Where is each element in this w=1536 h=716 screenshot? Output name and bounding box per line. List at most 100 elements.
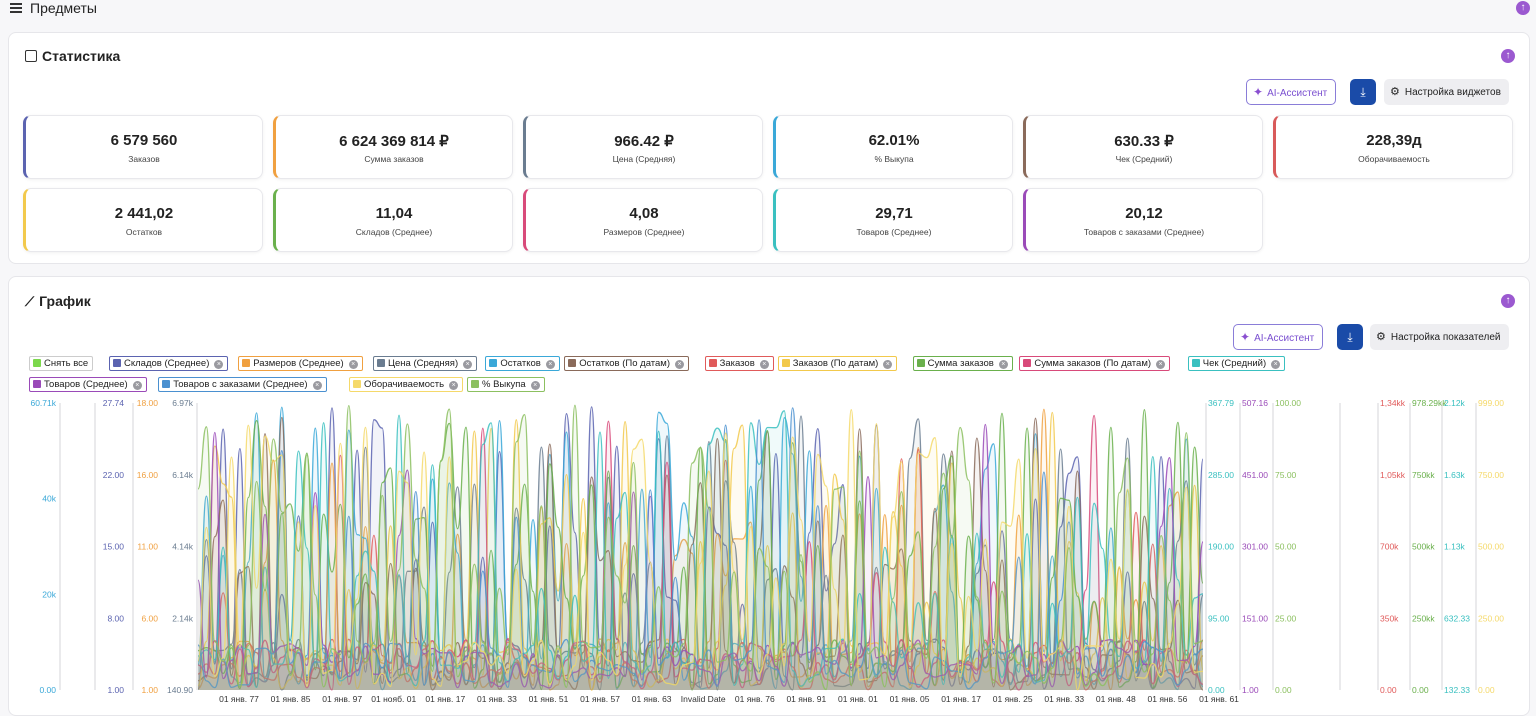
series-area	[198, 407, 1203, 690]
kpi-value: 228,39д	[1366, 132, 1422, 149]
axis-tick-label: 6.00	[141, 613, 158, 623]
legend-chip[interactable]: Складов (Среднее) ×	[109, 356, 229, 371]
axis-tick-label: 0.00	[1478, 685, 1495, 695]
legend-chip[interactable]: Сумма заказов ×	[912, 356, 1013, 371]
kpi-label: Сумма заказов	[364, 154, 424, 164]
series-area	[198, 424, 1203, 690]
remove-icon[interactable]: ×	[214, 360, 224, 369]
axis-tick-label: 451.00	[1242, 470, 1268, 480]
stats-ai-button[interactable]: ✦ AI-Ассистент	[1246, 79, 1337, 105]
legend-label: Сумма заказов (По датам)	[1034, 358, 1152, 369]
axis-tick-label: 11.00	[137, 542, 158, 552]
legend-label: Чек (Средний)	[1202, 358, 1267, 369]
legend-chip[interactable]: % Выкупа ×	[467, 377, 545, 392]
chart-collapse-icon[interactable]: ↑	[1501, 294, 1515, 308]
x-tick-label: 01 янв. 33	[1044, 694, 1084, 704]
axis-tick-label: 27.74	[103, 398, 125, 408]
legend-chip[interactable]: Оборачиваемость ×	[349, 377, 464, 392]
stats-panel: Статистика ↑ ✦ AI-Ассистент ⤓ ⚙ Настройка …	[8, 32, 1530, 264]
chart-download-button[interactable]: ⤓	[1337, 324, 1363, 350]
kpi-card: 62.01% % Выкупа	[773, 115, 1013, 179]
axis-tick-label: 40k	[42, 494, 56, 504]
axis-tick-label: 1,34kk	[1380, 398, 1406, 408]
axis-tick-label: 632.33	[1444, 613, 1470, 623]
gear-icon: ⚙	[1390, 86, 1400, 98]
kpi-label: Оборачиваемость	[1358, 154, 1430, 164]
chart-settings-button[interactable]: ⚙ Настройка показателей	[1370, 324, 1509, 350]
stats-icon	[25, 50, 37, 62]
axis-tick-label: 999.00	[1478, 398, 1504, 408]
legend-chip[interactable]: Сумма заказов (По датам) ×	[1019, 356, 1171, 371]
collapse-icon[interactable]: ↑	[1516, 1, 1530, 15]
legend-chip[interactable]: Цена (Средняя) ×	[373, 356, 478, 371]
legend-label: Сумма заказов	[927, 358, 994, 369]
series-line	[197, 404, 1204, 691]
axis-tick-label: 25.00	[1275, 613, 1297, 623]
kpi-value: 6 579 560	[110, 132, 178, 149]
remove-icon[interactable]: ×	[348, 360, 358, 369]
remove-icon[interactable]: ×	[675, 360, 684, 369]
stats-download-button[interactable]: ⤓	[1350, 79, 1376, 105]
menu-icon[interactable]	[10, 3, 22, 13]
legend-label: Складов (Среднее)	[124, 358, 210, 369]
remove-icon[interactable]: ×	[545, 360, 555, 369]
axis-tick-label: 190.00	[1208, 542, 1234, 552]
x-tick-label: Invalid Date	[681, 694, 726, 704]
series-area	[198, 407, 1203, 690]
remove-icon[interactable]: ×	[998, 360, 1008, 369]
legend-chip[interactable]: Товаров с заказами (Среднее) ×	[158, 377, 327, 392]
kpi-value: 11,04	[375, 205, 413, 222]
remove-icon[interactable]: ×	[132, 381, 142, 390]
kpi-card: 228,39д Оборачиваемость	[1273, 115, 1513, 179]
remove-icon[interactable]: ×	[449, 381, 459, 390]
select-all-chip[interactable]: Снять все	[29, 356, 94, 371]
remove-icon[interactable]: ×	[883, 360, 893, 369]
axis-tick-label: 95.00	[1208, 613, 1230, 623]
remove-icon[interactable]: ×	[1271, 360, 1281, 369]
legend-chip[interactable]: Остатков (По датам) ×	[564, 356, 689, 371]
page-header: Предметы ↑	[0, 0, 1536, 18]
kpi-label: % Выкупа	[874, 154, 914, 164]
stats-settings-button[interactable]: ⚙ Настройка виджетов	[1384, 79, 1509, 105]
kpi-value: 2 441,02	[114, 205, 174, 222]
axis-tick-label: 750kk	[1412, 470, 1435, 480]
download-icon: ⤓	[1347, 330, 1353, 344]
axis-tick-label: 500.00	[1478, 542, 1504, 552]
x-tick-label: 01 янв. 01	[838, 694, 878, 704]
legend-chip[interactable]: Заказов ×	[704, 356, 774, 371]
x-tick-label: 01 янв. 17	[425, 694, 465, 704]
legend-chip[interactable]: Размеров (Среднее) ×	[238, 356, 363, 371]
axis-tick-label: 15.00	[103, 542, 125, 552]
legend-label: Заказов (По датам)	[792, 358, 879, 369]
axis-tick-label: 16.00	[137, 470, 159, 480]
series-area	[198, 410, 1203, 690]
legend-chip[interactable]: Заказов (По датам) ×	[777, 356, 898, 371]
series-line	[197, 409, 1204, 691]
axis-tick-label: 140.90	[167, 685, 193, 695]
series-area	[198, 406, 1203, 690]
x-tick-label: 01 янв. 61	[1199, 694, 1239, 704]
chart-ai-button[interactable]: ✦ AI-Ассистент	[1233, 324, 1324, 350]
stats-collapse-icon[interactable]: ↑	[1501, 49, 1515, 63]
legend-label: Остатков	[500, 358, 541, 369]
legend-chip[interactable]: Остатков ×	[485, 356, 560, 371]
legend-chip[interactable]: Чек (Средний) ×	[1187, 356, 1286, 371]
remove-icon[interactable]: ×	[312, 381, 322, 390]
series-area	[198, 409, 1203, 690]
kpi-label: Товаров (Среднее)	[856, 227, 932, 237]
kpi-card: 6 579 560 Заказов	[23, 115, 263, 179]
remove-icon[interactable]: ×	[759, 360, 769, 369]
remove-icon[interactable]: ×	[1156, 360, 1166, 369]
x-tick-label: 01 янв. 56	[1148, 694, 1188, 704]
axis-tick-label: 507.16	[1242, 398, 1268, 408]
legend-chip[interactable]: Товаров (Среднее) ×	[29, 377, 147, 392]
axis-tick-label: 151.00	[1242, 613, 1268, 623]
axis-tick-label: 4.14k	[172, 542, 194, 552]
axis-tick-label: 75.00	[1275, 470, 1297, 480]
axis-tick-label: 367.79	[1208, 398, 1234, 408]
remove-icon[interactable]: ×	[463, 360, 473, 369]
remove-icon[interactable]: ×	[530, 381, 540, 390]
x-tick-label: 01 янв. 17	[941, 694, 981, 704]
kpi-value: 29,71	[875, 205, 913, 222]
legend-label: Заказов	[719, 358, 755, 369]
